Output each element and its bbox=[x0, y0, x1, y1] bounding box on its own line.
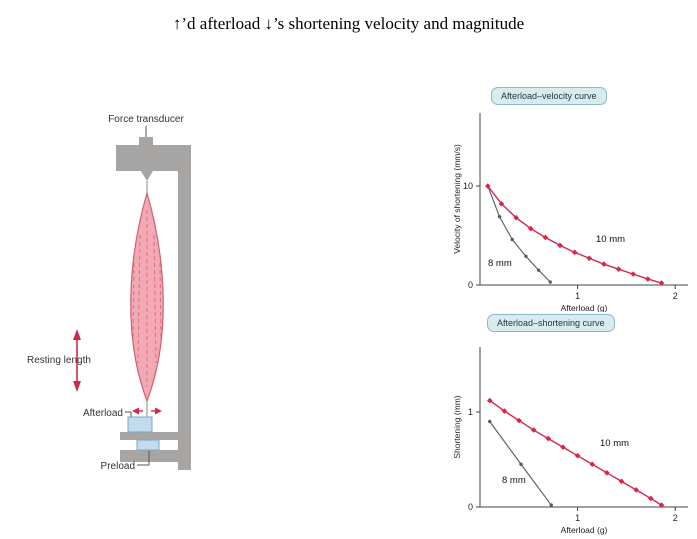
marker-diamond bbox=[557, 242, 563, 249]
y-axis-label: Shortening (mm) bbox=[452, 395, 462, 458]
force-transducer-label: Force transducer bbox=[108, 114, 184, 125]
x-tick-label: 2 bbox=[673, 513, 678, 523]
y-tick-label: 10 bbox=[463, 181, 473, 191]
page-title: ↑’d afterload ↓’s shortening velocity an… bbox=[172, 14, 525, 33]
marker-diamond bbox=[516, 417, 522, 424]
resting-length-label: Resting length bbox=[27, 355, 91, 366]
afterload-shortening-plot: 1 2 0 1 Afterload (g) Shortening (mm) 8 mm 10 m… bbox=[452, 347, 688, 535]
muscle-pull-arrows bbox=[132, 407, 162, 415]
x-axis-label: Afterload (g) bbox=[561, 525, 608, 535]
afterload-shortening-title-badge: Afterload–shortening curve bbox=[487, 314, 615, 332]
marker-dot bbox=[536, 268, 541, 272]
afterload-velocity-title-badge: Afterload–velocity curve bbox=[491, 87, 607, 105]
marker-diamond bbox=[586, 255, 593, 262]
marker-diamond bbox=[545, 435, 552, 442]
y-tick-label: 0 bbox=[468, 280, 473, 290]
transducer-hook bbox=[141, 171, 153, 181]
marker-diamond bbox=[485, 183, 491, 189]
marker-diamond bbox=[604, 470, 610, 476]
marker-diamond bbox=[560, 444, 566, 450]
marker-diamond bbox=[615, 266, 622, 272]
frame-post bbox=[178, 145, 191, 470]
marker-diamond bbox=[645, 276, 651, 282]
marker-dot bbox=[524, 254, 528, 258]
y-tick-label: 1 bbox=[468, 407, 473, 417]
preload-weight bbox=[136, 439, 160, 451]
transducer-mount bbox=[139, 137, 153, 145]
marker-diamond bbox=[530, 427, 537, 433]
force-transducer-body bbox=[116, 145, 178, 171]
afterload-label: Afterload bbox=[83, 408, 123, 419]
marker-dot bbox=[488, 419, 492, 424]
marker-diamond bbox=[574, 452, 581, 459]
marker-diamond bbox=[633, 487, 639, 493]
y-axis-label: Velocity of shortening (mm/s) bbox=[452, 144, 462, 254]
series-label-10-mm: 10 mm bbox=[596, 234, 625, 245]
y-tick-label: 0 bbox=[468, 502, 473, 512]
afterload-leader bbox=[125, 411, 132, 417]
x-axis-label: Afterload (g) bbox=[561, 303, 608, 312]
base-bar bbox=[120, 450, 191, 462]
preload-label: Preload bbox=[101, 461, 135, 472]
marker-dot bbox=[510, 237, 514, 242]
afterload-shelf bbox=[120, 432, 191, 440]
marker-diamond bbox=[513, 214, 519, 221]
series-label-8-mm: 8 mm bbox=[488, 258, 512, 269]
series-line-8-mm bbox=[487, 185, 551, 283]
marker-dot bbox=[519, 462, 523, 466]
afterload-weight bbox=[127, 416, 153, 433]
preload-leader bbox=[137, 451, 150, 466]
marker-diamond bbox=[658, 280, 665, 286]
x-tick-label: 1 bbox=[575, 513, 580, 523]
series-label-8-mm: 8 mm bbox=[502, 475, 526, 486]
afterload-velocity-chart: Afterload–velocity curve 1 2 0 10 Afterload … bbox=[450, 85, 697, 312]
muscle-striations bbox=[132, 210, 162, 387]
marker-dot bbox=[549, 503, 553, 507]
marker-diamond bbox=[589, 461, 596, 468]
marker-dot bbox=[497, 214, 502, 219]
marker-diamond bbox=[601, 261, 607, 268]
x-tick-label: 2 bbox=[673, 291, 678, 301]
marker-diamond bbox=[571, 249, 578, 256]
marker-diamond bbox=[527, 225, 534, 232]
marker-diamond bbox=[648, 495, 654, 502]
x-tick-label: 1 bbox=[575, 291, 580, 301]
series-line-10-mm bbox=[487, 185, 662, 284]
marker-dot bbox=[548, 280, 552, 284]
afterload-velocity-plot: 1 2 0 10 Afterload (g) Velocity of shortening… bbox=[452, 113, 688, 312]
muscle-apparatus-diagram: Force transducer Resting length Afterloa… bbox=[27, 114, 191, 472]
resting-length-arrow bbox=[73, 329, 81, 392]
series-label-10-mm: 10 mm bbox=[600, 438, 629, 449]
marker-diamond bbox=[618, 478, 625, 485]
afterload-shortening-chart: Afterload–shortening curve 1 2 0 1 Afterload… bbox=[450, 312, 697, 539]
marker-diamond bbox=[630, 271, 637, 277]
marker-diamond bbox=[542, 234, 549, 241]
marker-diamond bbox=[658, 502, 665, 508]
